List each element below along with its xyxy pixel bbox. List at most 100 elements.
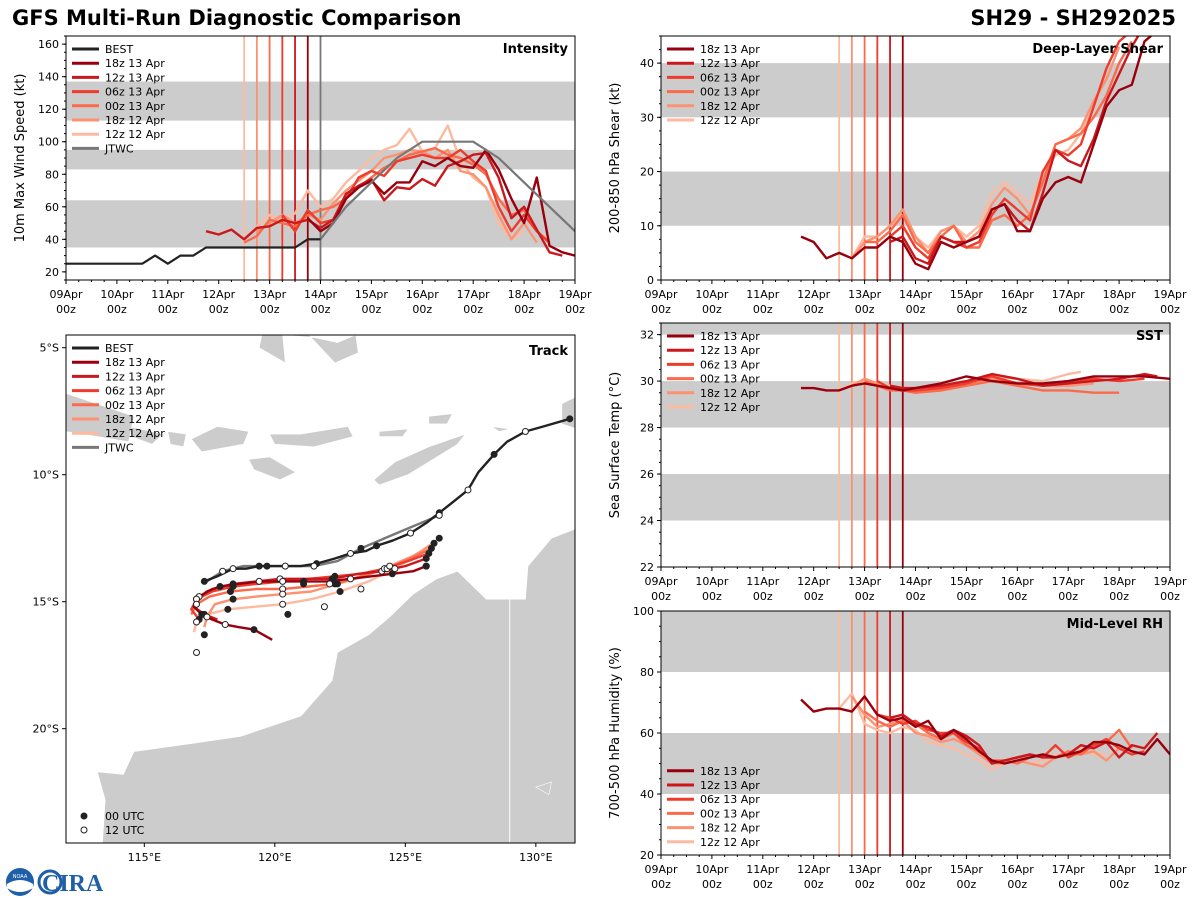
y-tick-label: 60 xyxy=(640,727,654,740)
x-tick-label-date: 17Apr xyxy=(1052,288,1086,301)
x-tick-label-date: 15Apr xyxy=(355,288,389,301)
track-marker xyxy=(357,544,365,552)
x-tick-label-date: 19Apr xyxy=(558,288,592,301)
forecast-marker xyxy=(279,577,287,585)
marker-legend-label: 12 UTC xyxy=(105,824,145,837)
y-tick-label: 24 xyxy=(640,515,654,528)
x-tick-label-hour: 00z xyxy=(158,303,178,316)
x-tick-label-date: 19Apr xyxy=(1153,863,1187,876)
legend-label: 00z 13 Apr xyxy=(105,399,165,412)
panel-track: 115°E 120°E 125°E 130°E 5°S 10°S 15°S 20°S Track… xyxy=(33,334,576,864)
series-line-18z-13-apr xyxy=(800,36,1153,271)
series-line-18z-13-apr xyxy=(800,695,1170,765)
y-tick-label: 20 xyxy=(45,266,59,279)
x-tick-label-date: 18Apr xyxy=(1103,575,1137,588)
cira-logo: NOAA CIRA xyxy=(6,868,104,897)
extra-marker xyxy=(357,585,365,593)
forecast-marker xyxy=(193,618,201,626)
x-tick-label-date: 13Apr xyxy=(253,288,287,301)
x-tick-label-date: 09Apr xyxy=(644,863,678,876)
x-tick-label-date: 11Apr xyxy=(151,288,185,301)
y-tick-label: 20 xyxy=(640,166,654,179)
track-marker xyxy=(200,577,208,585)
series-line-12z-13-apr xyxy=(205,151,563,257)
x-tick-label-hour: 00z xyxy=(702,303,722,316)
panel-rh: 20 40 60 80 100 09Apr 00z 10Apr 00z 11Apr 00z 12Apr… xyxy=(608,605,1187,891)
legend-label: BEST xyxy=(105,43,133,56)
y-tick-label: 26 xyxy=(640,468,654,481)
series-line-18z-12-apr xyxy=(850,46,1121,260)
x-tick-label: 130°E xyxy=(519,851,552,864)
y-tick-label: 32 xyxy=(640,329,654,342)
forecast-marker xyxy=(333,580,341,588)
extra-marker xyxy=(326,580,334,588)
panel-title: SST xyxy=(1136,329,1163,344)
track-marker xyxy=(263,562,271,570)
x-tick-label-hour: 00z xyxy=(855,303,875,316)
x-tick-label-hour: 00z xyxy=(1160,303,1180,316)
extra-marker xyxy=(284,610,292,618)
legend-label: 12z 12 Apr xyxy=(105,128,165,141)
land-alor xyxy=(378,428,409,437)
x-tick-label: 115°E xyxy=(128,851,161,864)
x-tick-label-hour: 00z xyxy=(804,878,824,891)
y-tick-label: 40 xyxy=(640,788,654,801)
x-tick-label-date: 17Apr xyxy=(457,288,491,301)
y-axis-label: 700-500 hPa Humidity (%) xyxy=(608,647,623,819)
x-tick-label-hour: 00z xyxy=(957,303,977,316)
x-tick-label-hour: 00z xyxy=(412,303,432,316)
forecast-marker xyxy=(430,539,438,547)
x-tick-label-hour: 00z xyxy=(753,303,773,316)
legend-label: 12z 12 Apr xyxy=(105,427,165,440)
x-tick-label-hour: 00z xyxy=(463,303,483,316)
panel-title: Track xyxy=(529,344,568,359)
x-tick-label-date: 14Apr xyxy=(899,575,933,588)
x-tick-label-hour: 00z xyxy=(362,303,382,316)
y-tick-label: 15°S xyxy=(33,596,59,609)
series-group xyxy=(66,124,575,265)
forecast-marker xyxy=(391,565,399,573)
y-tick-label: 30 xyxy=(640,111,654,124)
legend-label: 18z 13 Apr xyxy=(105,356,165,369)
track-marker xyxy=(407,529,415,537)
track-marker xyxy=(310,562,318,570)
land-wetar xyxy=(428,413,453,425)
y-tick-label: 40 xyxy=(640,57,654,70)
legend-label: 18z 13 Apr xyxy=(105,57,165,70)
track-marker xyxy=(229,565,237,573)
legend-label: 18z 12 Apr xyxy=(105,413,165,426)
y-tick-label: 120 xyxy=(38,103,59,116)
track-marker xyxy=(221,621,229,629)
x-tick-label-hour: 00z xyxy=(651,590,671,603)
land-sumba xyxy=(248,456,297,481)
panel-title: Mid-Level RH xyxy=(1067,617,1163,632)
legend-label: 18z 13 Apr xyxy=(700,330,760,343)
x-tick-label-date: 10Apr xyxy=(695,575,729,588)
x-tick-label-date: 13Apr xyxy=(848,575,882,588)
forecast-marker xyxy=(435,534,443,542)
y-tick-label: 5°S xyxy=(40,342,59,355)
track-marker xyxy=(219,567,227,575)
x-tick-label-date: 18Apr xyxy=(1103,863,1137,876)
extra-marker xyxy=(320,603,328,611)
cira-mark: CIRA xyxy=(37,869,104,897)
y-axis-label: 10m Max Wind Speed (kt) xyxy=(13,74,28,243)
forecast-marker xyxy=(229,595,237,603)
x-tick-label-date: 11Apr xyxy=(746,863,780,876)
extra-marker xyxy=(193,649,201,656)
x-tick-label-date: 12Apr xyxy=(797,288,831,301)
legend-label: 06z 13 Apr xyxy=(700,71,760,84)
map-group xyxy=(66,335,575,843)
series-line-jtwc xyxy=(307,140,575,241)
x-tick-label-date: 17Apr xyxy=(1052,863,1086,876)
forecast-marker xyxy=(193,600,201,608)
x-tick-label-hour: 00z xyxy=(56,303,76,316)
legend-label: 00z 13 Apr xyxy=(105,100,165,113)
legend-label: 18z 12 Apr xyxy=(105,114,165,127)
cira-text: CIRA xyxy=(42,871,104,897)
marker-legend-symbol xyxy=(80,812,88,820)
track-marker xyxy=(347,575,355,583)
track-marker xyxy=(490,450,498,458)
